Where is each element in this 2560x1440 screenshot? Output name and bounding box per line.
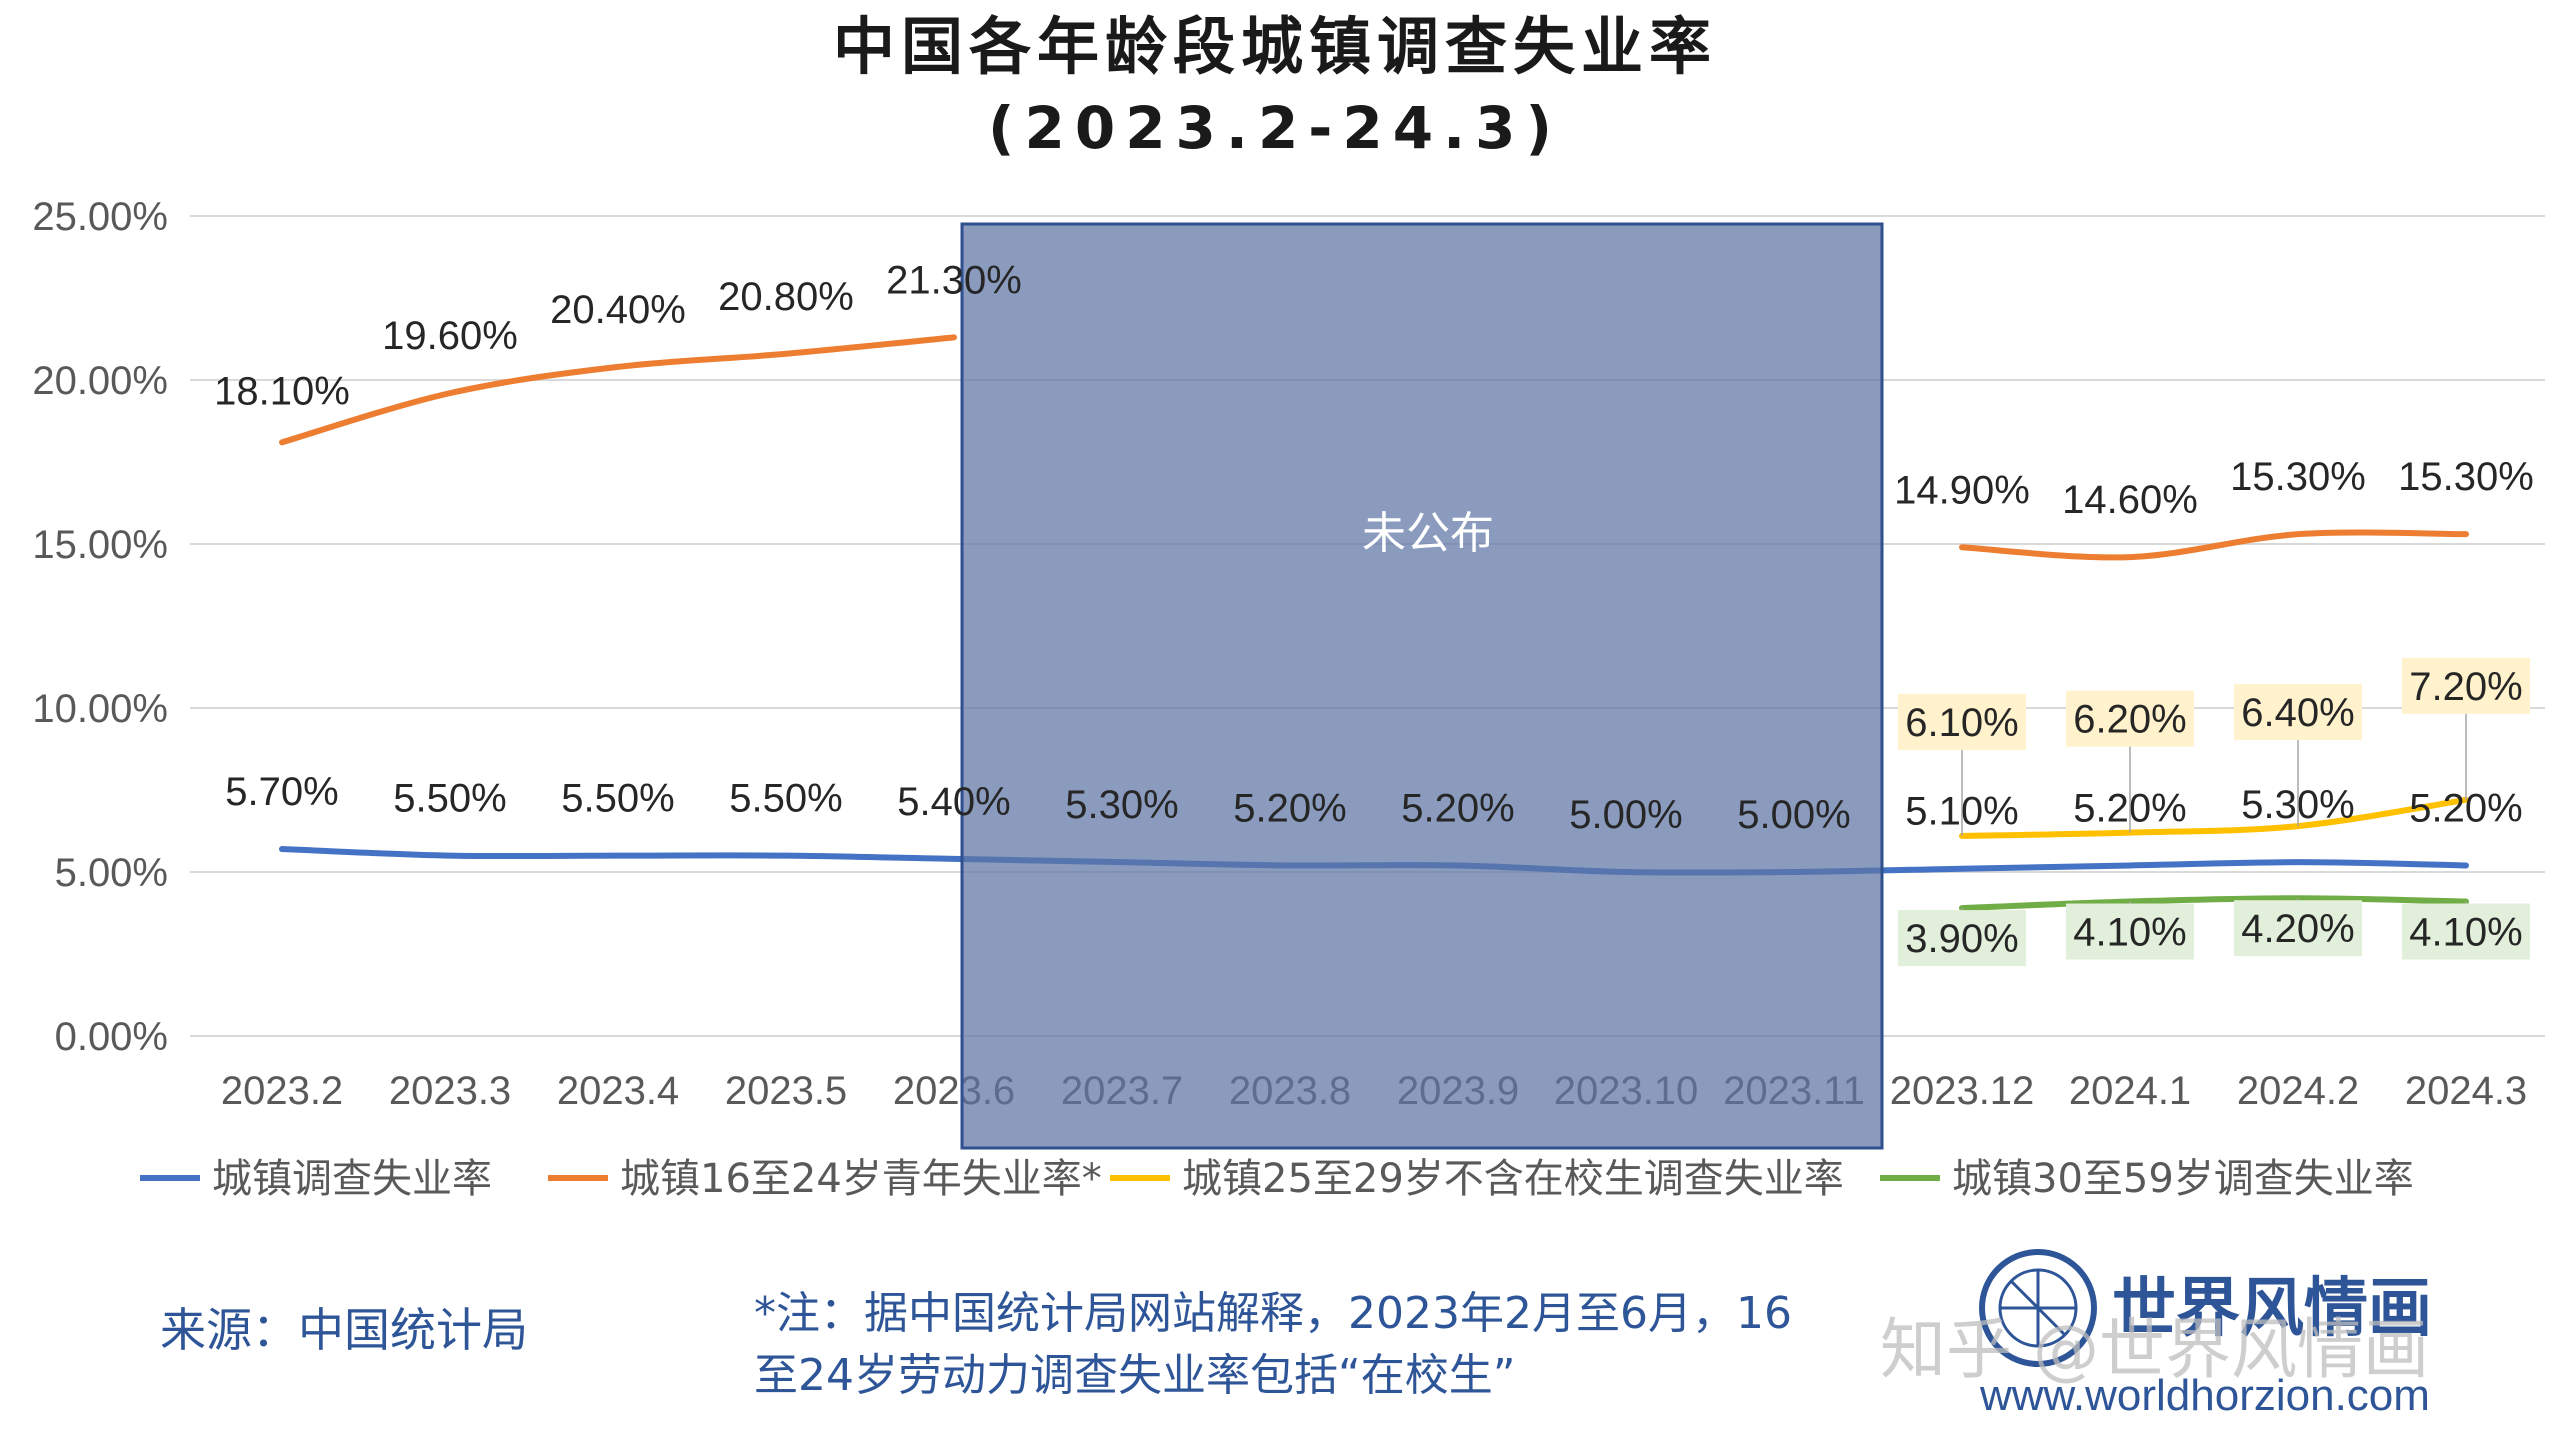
y-tick-label: 20.00% xyxy=(32,359,168,403)
watermark-text: 知乎 @世界风情画 xyxy=(1880,1311,2429,1388)
y-tick-label: 5.00% xyxy=(55,851,168,895)
series-line-2 xyxy=(1959,529,2469,561)
note-line-1: *注：据中国统计局网站解释，2023年2月至6月，16 xyxy=(754,1288,1792,1339)
data-label-box xyxy=(2234,900,2362,957)
brand-logo-icon xyxy=(1979,1249,2097,1367)
data-label: 14.90% xyxy=(1894,468,2030,512)
y-tick-label: 0.00% xyxy=(55,1015,168,1059)
data-label: 18.10% xyxy=(214,369,350,413)
x-tick-label: 2024.3 xyxy=(2405,1069,2527,1113)
data-label: 3.90% xyxy=(1905,917,2018,961)
legend-label-2: 城镇16至24岁青年失业率* xyxy=(620,1156,1102,1202)
source-text: 来源：中国统计局 xyxy=(160,1303,528,1357)
unpublished-region xyxy=(960,222,1884,1150)
x-tick-label: 2023.3 xyxy=(389,1069,511,1113)
brand-url: www.worldhorzion.com xyxy=(1979,1371,2430,1420)
data-label: 6.20% xyxy=(2073,698,2186,742)
legend-label-4: 城镇30至59岁调查失业率 xyxy=(1952,1156,2414,1202)
series-line-4 xyxy=(1959,895,2469,912)
data-label: 5.50% xyxy=(393,777,506,821)
x-tick-label: 2023.12 xyxy=(1890,1069,2035,1113)
legend-label-1: 城镇调查失业率 xyxy=(212,1156,492,1202)
data-label-box xyxy=(2066,690,2194,747)
y-tick-label: 25.00% xyxy=(32,195,168,239)
data-labels: 5.70% 5.50% 5.50% 5.50% 5.40% 5.30% 5.20% 5.20%… xyxy=(214,258,2534,967)
data-label: 5.00% xyxy=(1737,793,1850,837)
chart-subtitle: (2023.2-24.3) xyxy=(988,94,1562,162)
data-label-box xyxy=(1898,693,2026,750)
x-tick-label: 2024.1 xyxy=(2069,1069,2191,1113)
data-label-box xyxy=(2234,684,2362,741)
data-label: 5.30% xyxy=(1065,783,1178,827)
x-tick-label: 2023.5 xyxy=(725,1069,847,1113)
y-tick-label: 15.00% xyxy=(32,523,168,567)
x-tick-label: 2024.2 xyxy=(2237,1069,2359,1113)
data-label: 21.30% xyxy=(886,258,1022,302)
data-label: 14.60% xyxy=(2062,478,2198,522)
data-label: 5.50% xyxy=(729,777,842,821)
data-label: 15.30% xyxy=(2230,455,2366,499)
data-label: 5.40% xyxy=(897,780,1010,824)
chart-title: 中国各年龄段城镇调查失业率 xyxy=(833,10,1717,83)
data-label: 5.00% xyxy=(1569,793,1682,837)
data-label: 4.20% xyxy=(2241,907,2354,951)
data-label: 5.20% xyxy=(1401,786,1514,830)
series-line-2 xyxy=(279,334,957,446)
data-label: 19.60% xyxy=(382,314,518,358)
data-label: 20.40% xyxy=(550,288,686,332)
data-label: 15.30% xyxy=(2398,455,2534,499)
series-line-3 xyxy=(1959,796,2469,839)
data-label-box xyxy=(2402,903,2530,960)
data-label: 6.40% xyxy=(2241,691,2354,735)
data-label: 4.10% xyxy=(2073,911,2186,955)
data-label: 5.70% xyxy=(225,770,338,814)
note-line-2: 至24岁劳动力调查失业率包括“在校生” xyxy=(754,1350,1516,1401)
data-label: 7.20% xyxy=(2409,665,2522,709)
data-label: 20.80% xyxy=(718,275,854,319)
legend: 城镇调查失业率 城镇16至24岁青年失业率* 城镇25至29岁不含在校生调查失业率 城… xyxy=(140,1156,2414,1202)
y-axis-ticks: 0.00% 5.00% 10.00% 15.00% 20.00% 25.00% xyxy=(32,195,168,1059)
data-label-box xyxy=(2066,903,2194,960)
data-label-box xyxy=(2402,657,2530,714)
y-tick-label: 10.00% xyxy=(32,687,168,731)
data-label: 5.20% xyxy=(1233,786,1346,830)
data-label: 4.10% xyxy=(2409,911,2522,955)
brand-name: 世界风情画 xyxy=(2112,1272,2432,1346)
x-tick-label: 2023.2 xyxy=(221,1069,343,1113)
legend-label-3: 城镇25至29岁不含在校生调查失业率 xyxy=(1182,1156,1844,1202)
unpublished-region-label: 未公布 xyxy=(1362,508,1494,559)
x-tick-label: 2023.4 xyxy=(557,1069,679,1113)
data-label: 5.50% xyxy=(561,777,674,821)
data-label: 6.10% xyxy=(1905,701,2018,745)
data-label-box xyxy=(1898,910,2026,967)
